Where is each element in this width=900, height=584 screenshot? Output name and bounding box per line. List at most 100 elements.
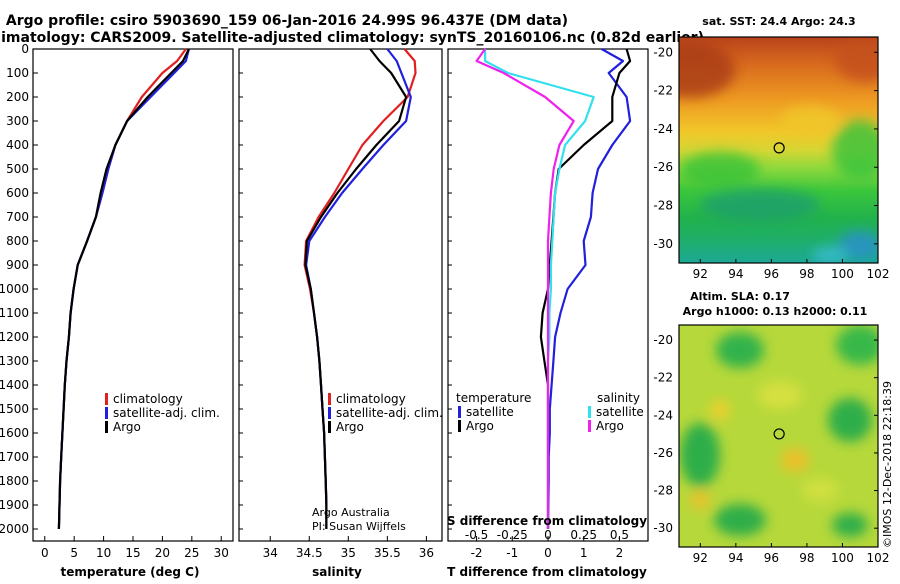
s-tick-label: 0.5: [610, 528, 629, 542]
title-line-2: Climatology: CARS2009. Satellite-adjuste…: [0, 30, 704, 46]
depth-tick-label: 1700: [0, 450, 29, 464]
map-y-tick-label: -28: [653, 199, 673, 213]
map-x-tick-label: 100: [831, 267, 854, 281]
salinity-legend: climatology satellite-adj. clim. Argo: [328, 392, 443, 434]
legend-s-satellite-label: satellite: [596, 405, 644, 419]
depth-tick-label: 0: [21, 42, 29, 56]
s-tick-label: -0.25: [497, 528, 528, 542]
tdiff-x-ticks: -2 -1 0 1 2: [471, 536, 624, 560]
x-tick-label: -2: [471, 546, 483, 560]
series-line-temperature-satellite: [546, 48, 632, 530]
series-line-argo: [304, 48, 408, 529]
map-x-tick-label: 102: [867, 551, 890, 565]
sst-argo-location-marker: [773, 142, 785, 154]
x-tick-label: 35: [341, 546, 356, 560]
sst-map-title: sat. SST: 24.4 Argo: 24.3: [702, 15, 855, 28]
depth-tick-label: 900: [6, 258, 29, 272]
x-tick-label: 36: [419, 546, 434, 560]
legend-climatology-swatch: [105, 393, 108, 405]
series-line-climatology: [57, 48, 187, 530]
series-line-argo: [57, 48, 190, 530]
x-tick-label: 34: [263, 546, 278, 560]
salinity-lines: [303, 48, 417, 529]
depth-tick-label: 1200: [0, 330, 29, 344]
sla-map-image: [679, 325, 878, 547]
sla-argo-location-marker: [773, 428, 785, 440]
legend-satellite-swatch: [105, 407, 108, 419]
depth-tick-label: 1000: [0, 282, 29, 296]
temperature-x-ticks: 0 5 10 15 20 25 30: [41, 536, 229, 560]
legend-climatology-label: climatology: [336, 392, 406, 406]
credit-line-2: PI: Susan Wijffels: [312, 520, 406, 533]
s-tick-label: 0: [544, 528, 552, 542]
map-x-tick-label: 96: [764, 267, 779, 281]
map-y-tick-label: -30: [653, 521, 673, 535]
imos-footer: ©IMOS 12-Dec-2018 22:18:39: [881, 381, 894, 548]
depth-tick-label: 800: [6, 234, 29, 248]
x-tick-label: 0: [41, 546, 49, 560]
sla-map-title: Altim. SLA: 0.17: [690, 290, 790, 303]
depth-tick-label: 1800: [0, 474, 29, 488]
x-tick-label: 5: [70, 546, 78, 560]
x-tick-label: 0: [544, 546, 552, 560]
legend-satellite-label: satellite-adj. clim.: [113, 406, 220, 420]
map-y-tick-label: -30: [653, 237, 673, 251]
legend-t-satellite-label: satellite: [466, 405, 514, 419]
s-tick-label: -0.5: [465, 528, 488, 542]
legend-argo-label: Argo: [336, 420, 364, 434]
x-tick-label: 2: [616, 546, 624, 560]
temperature-panel-frame: [32, 48, 234, 542]
sla-map-axes: 92 94 96 98 100 102 -20 -22 -24 -26 -28 -30: [653, 333, 889, 565]
depth-axis: 0 100 200 300 400 500 600 700 800 900 1000 1100 1200…: [0, 42, 452, 536]
x-tick-label: 30: [214, 546, 229, 560]
sdiff-x-ticks: -0.5 -0.25 0 0.25 0.5: [465, 528, 629, 542]
series-line-satellite-adj-clim-: [305, 48, 412, 529]
legend-argo-swatch: [328, 421, 331, 433]
map-x-tick-label: 92: [693, 551, 708, 565]
series-line-satellite-adj-clim-: [57, 48, 190, 530]
legend-t-argo-swatch: [458, 420, 461, 432]
s-tick-label: 0.25: [570, 528, 597, 542]
series-line-salinity-argo: [475, 48, 575, 529]
depth-tick-label: 2000: [0, 522, 29, 536]
depth-tick-label: 1600: [0, 426, 29, 440]
map-y-tick-label: -26: [653, 160, 673, 174]
map-y-tick-label: -20: [653, 45, 673, 59]
temperature-axis-label: temperature (deg C): [61, 565, 200, 579]
legend-t-argo-label: Argo: [466, 419, 494, 433]
difference-lines: [475, 48, 632, 530]
map-y-tick-label: -26: [653, 446, 673, 460]
temperature-lines: [57, 48, 190, 530]
x-tick-label: 15: [125, 546, 140, 560]
salinity-axis-label: salinity: [312, 565, 362, 579]
legend-satellite-swatch: [328, 407, 331, 419]
depth-tick-label: 300: [6, 114, 29, 128]
depth-tick-label: 500: [6, 162, 29, 176]
depth-tick-label: 1900: [0, 498, 29, 512]
x-tick-label: 20: [155, 546, 170, 560]
map-y-tick-label: -22: [653, 371, 673, 385]
map-x-tick-label: 94: [728, 267, 743, 281]
map-x-tick-label: 92: [693, 267, 708, 281]
map-x-tick-label: 96: [764, 551, 779, 565]
legend-climatology-label: climatology: [113, 392, 183, 406]
depth-tick-label: 1100: [0, 306, 29, 320]
map-y-tick-label: -24: [653, 122, 673, 136]
x-tick-label: 10: [96, 546, 111, 560]
tdiff-axis-label: T difference from climatology: [447, 565, 647, 579]
legend-argo-swatch: [105, 421, 108, 433]
series-line-salinity-satellite: [484, 49, 595, 529]
sdiff-axis-label: S difference from climatology: [447, 514, 647, 528]
map-x-tick-label: 98: [799, 267, 814, 281]
legend-satellite-label: satellite-adj. clim.: [336, 406, 443, 420]
x-tick-label: 34.5: [296, 546, 323, 560]
depth-tick-label: 400: [6, 138, 29, 152]
x-tick-label: 25: [184, 546, 199, 560]
sla-map-frame: [678, 324, 879, 548]
depth-tick-label: 700: [6, 210, 29, 224]
map-y-tick-label: -20: [653, 333, 673, 347]
map-y-tick-label: -28: [653, 484, 673, 498]
map-x-tick-label: 94: [728, 551, 743, 565]
